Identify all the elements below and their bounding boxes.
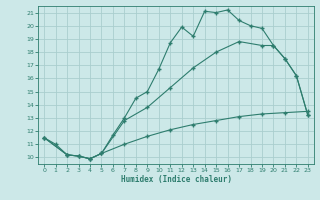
X-axis label: Humidex (Indice chaleur): Humidex (Indice chaleur) xyxy=(121,175,231,184)
